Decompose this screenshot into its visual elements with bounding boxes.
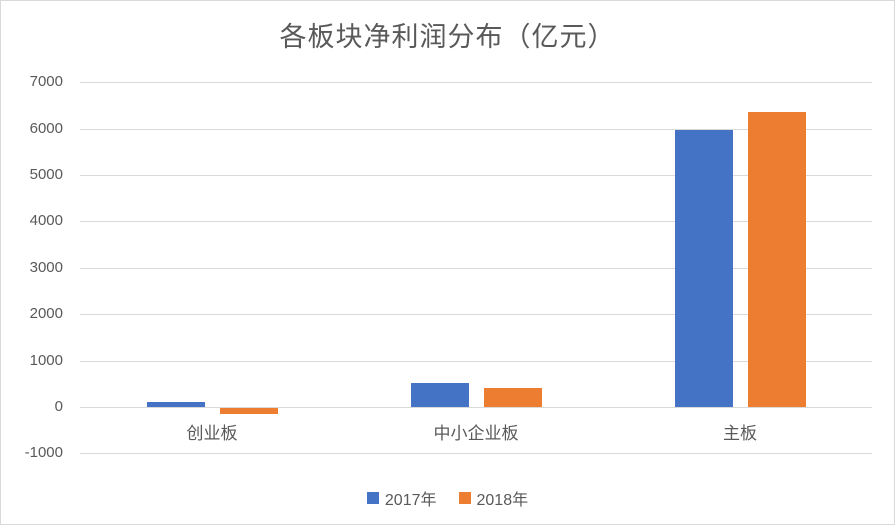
- legend: 2017年 2018年: [1, 486, 894, 510]
- bar-2017年-创业板: [147, 402, 205, 407]
- legend-item-2018年: 2018年: [458, 486, 529, 510]
- y-axis-tick-label: 3000: [29, 259, 63, 276]
- y-axis-tick-label: 7000: [29, 73, 63, 90]
- gridline-7000: [80, 82, 872, 83]
- y-axis-tick-label: 1000: [29, 352, 63, 369]
- y-axis-tick-label: -1000: [24, 444, 63, 461]
- gridline--1000: [80, 453, 872, 454]
- gridline-4000: [80, 221, 872, 222]
- x-axis-category-label: 中小企业板: [433, 424, 519, 443]
- gridline-3000: [80, 268, 872, 269]
- y-axis-tick-label: 5000: [29, 166, 63, 183]
- x-axis-category-label: 主板: [723, 424, 757, 443]
- bar-2018年-主板: [748, 112, 806, 407]
- legend-swatch-icon: [458, 492, 471, 504]
- gridline-6000: [80, 129, 872, 130]
- legend-item-2017年: 2017年: [366, 486, 437, 510]
- legend-label: 2017年: [384, 492, 437, 509]
- y-axis-tick-label: 4000: [29, 212, 63, 229]
- y-axis-tick-label: 6000: [29, 120, 63, 137]
- gridline-1000: [80, 361, 872, 362]
- legend-label: 2018年: [476, 492, 529, 509]
- legend-swatch-icon: [366, 492, 379, 504]
- gridline-5000: [80, 175, 872, 176]
- gridline-2000: [80, 314, 872, 315]
- bar-2017年-主板: [675, 130, 733, 407]
- x-axis-category-label: 创业板: [186, 424, 238, 443]
- bar-2017年-中小企业板: [411, 383, 469, 407]
- chart-title: 各板块净利润分布（亿元）: [279, 22, 616, 52]
- gridline-0: [80, 407, 872, 408]
- bar-2018年-创业板: [220, 408, 278, 414]
- y-axis-tick-label: 0: [54, 398, 63, 415]
- bar-2018年-中小企业板: [484, 388, 542, 407]
- y-axis-tick-label: 2000: [29, 305, 63, 322]
